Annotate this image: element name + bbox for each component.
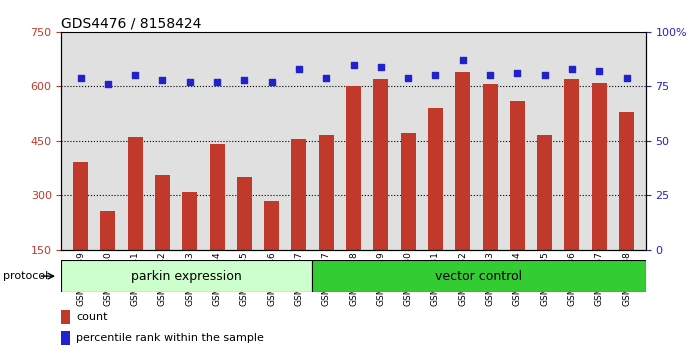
Bar (209, 144, 225, 250)
Bar (319, 135, 334, 250)
Text: count: count (76, 312, 107, 322)
Text: parkin expression: parkin expression (131, 270, 242, 282)
Point (211, 79, 223, 85)
Bar (182, 192, 198, 250)
Point (539, 73, 550, 78)
Text: vector control: vector control (435, 270, 522, 282)
Point (376, 64, 387, 69)
Point (621, 75, 632, 80)
Bar (537, 135, 552, 250)
Bar (264, 201, 279, 250)
Bar (237, 177, 252, 250)
Bar (155, 175, 170, 250)
Bar (61, 310, 70, 324)
Point (320, 75, 332, 80)
Bar (592, 82, 607, 250)
Bar (73, 162, 88, 250)
Point (184, 79, 195, 85)
Text: protocol: protocol (3, 271, 49, 281)
Point (457, 57, 468, 63)
Bar (61, 260, 312, 292)
Bar (428, 108, 443, 250)
Bar (482, 85, 498, 250)
Point (512, 70, 523, 76)
Point (75, 75, 86, 80)
Point (348, 62, 359, 67)
Bar (619, 112, 634, 250)
Point (102, 81, 113, 87)
Point (293, 66, 304, 72)
Point (594, 68, 605, 74)
Point (566, 66, 577, 72)
Text: GDS4476 / 8158424: GDS4476 / 8158424 (61, 17, 202, 31)
Bar (401, 133, 415, 250)
Point (130, 73, 141, 78)
Point (157, 77, 168, 82)
Bar (455, 72, 470, 250)
Bar (312, 260, 646, 292)
Bar (61, 331, 70, 345)
Bar (510, 101, 525, 250)
Bar (565, 79, 579, 250)
Point (239, 77, 250, 82)
Bar (101, 211, 115, 250)
Point (430, 73, 441, 78)
Bar (346, 86, 361, 250)
Text: percentile rank within the sample: percentile rank within the sample (76, 333, 264, 343)
Bar (373, 79, 388, 250)
Point (266, 79, 277, 85)
Bar (292, 139, 306, 250)
Point (403, 75, 414, 80)
Point (484, 73, 496, 78)
Bar (128, 137, 142, 250)
